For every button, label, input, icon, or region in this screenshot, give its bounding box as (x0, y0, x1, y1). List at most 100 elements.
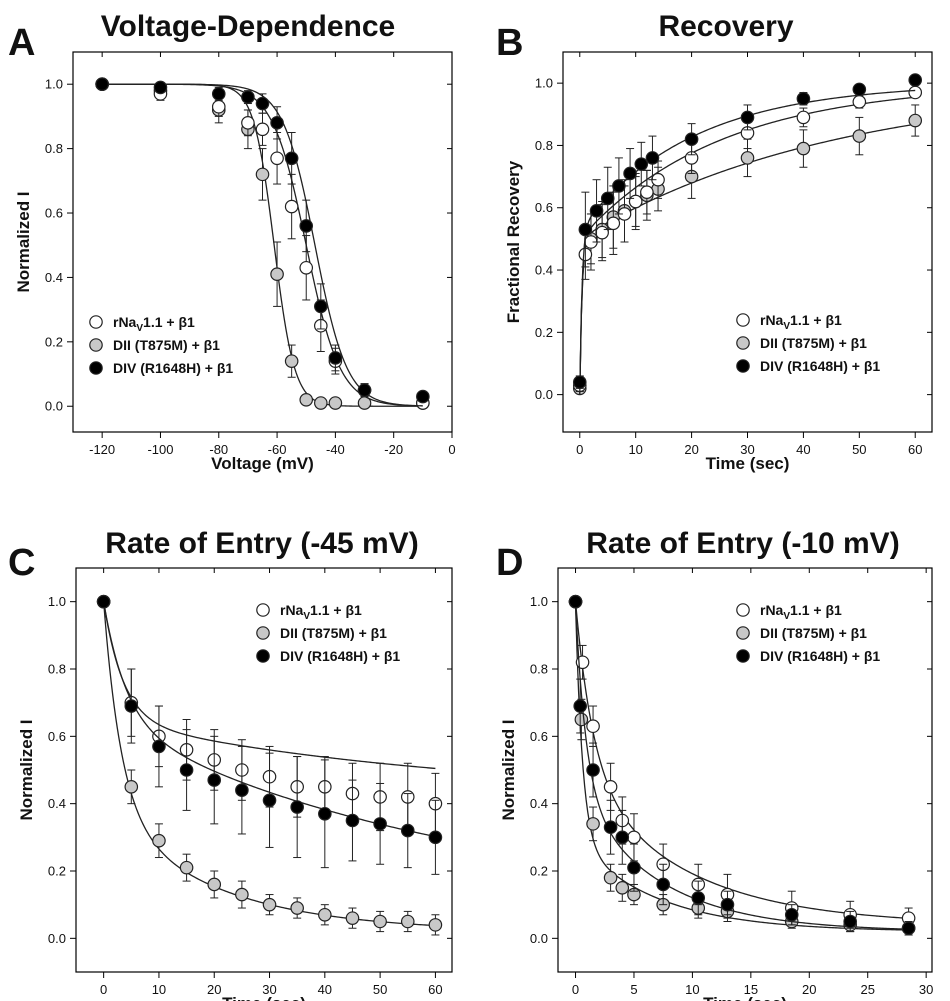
data-point (684, 132, 699, 147)
legend: rNaV1.1 + β1 DII (T875M) + β1 DIV (R1648H)… (256, 602, 400, 664)
x-tick-label: 20 (207, 982, 221, 997)
x-tick-label: 50 (373, 982, 387, 997)
data-point (299, 219, 314, 233)
y-tick-label: 0.4 (530, 796, 548, 811)
legend-marker (256, 649, 270, 663)
legend-marker (736, 649, 750, 663)
data-point (843, 914, 857, 929)
data-point (328, 351, 343, 365)
data-point (740, 110, 755, 125)
panel-letter: A (8, 22, 35, 64)
data-point (623, 166, 637, 181)
x-tick-label: 0 (448, 442, 455, 457)
legend-marker (256, 626, 270, 640)
x-tick-label: -60 (268, 442, 287, 457)
y-tick-label: 0.0 (45, 399, 63, 414)
legend-label: DII (T875M) + β1 (113, 337, 220, 353)
y-tick-label: 0.6 (535, 200, 553, 215)
data-point (568, 594, 583, 609)
x-tick-label: 50 (852, 442, 866, 457)
data-point (290, 800, 304, 814)
legend-marker (736, 603, 750, 617)
legend-label: DIV (R1648H) + β1 (760, 648, 880, 664)
x-tick-label: 30 (919, 982, 933, 997)
data-point (908, 85, 923, 100)
legend: rNaV1.1 + β1 DII (T875M) + β1 DIV (R1648H)… (736, 602, 880, 664)
y-tick-label: 1.0 (45, 77, 63, 92)
data-point (612, 179, 626, 193)
x-tick-label: 60 (428, 982, 442, 997)
data-point (153, 80, 168, 95)
panel-title: Rate of Entry (-45 mV) (105, 527, 418, 560)
data-point (574, 712, 589, 727)
data-point (255, 122, 270, 137)
x-tick-label: 20 (802, 982, 816, 997)
panel-title: Rate of Entry (-10 mV) (586, 527, 899, 560)
y-tick-label: 1.0 (535, 76, 553, 91)
data-point (124, 780, 139, 794)
data-point (589, 204, 604, 218)
data-point (615, 881, 630, 895)
legend-label: DIV (R1648H) + β1 (760, 358, 880, 374)
data-point (290, 901, 304, 915)
data-point (852, 82, 867, 97)
data-point (179, 763, 194, 777)
y-tick-label: 0.2 (45, 334, 63, 349)
data-point (656, 877, 670, 892)
data-point (299, 260, 314, 275)
panel-letter: B (496, 22, 523, 64)
x-tick-label: 5 (630, 982, 637, 997)
data-point (211, 87, 226, 101)
data-point (152, 833, 166, 848)
data-point (328, 396, 343, 410)
data-point (270, 116, 284, 130)
legend-label: DII (T875M) + β1 (280, 625, 387, 641)
y-tick-label: 0.8 (45, 141, 63, 156)
panel-title: Recovery (658, 10, 793, 43)
data-point (586, 763, 600, 777)
y-tick-label: 0.0 (530, 931, 548, 946)
data-point (796, 141, 811, 156)
data-point (400, 914, 415, 929)
y-tick-label: 1.0 (530, 594, 548, 609)
series-r1648h (572, 73, 923, 395)
data-point (600, 191, 615, 206)
data-point (645, 151, 660, 165)
data-point (284, 199, 299, 214)
data-point (416, 389, 430, 404)
data-point (606, 216, 621, 231)
panel-a: A Voltage-Dependence 0.0 0.2 0.4 0.6 0.8 1.0 -12… (8, 10, 456, 473)
y-tick-label: 0.4 (535, 263, 553, 278)
x-axis-title: Time (sec) (706, 454, 790, 473)
data-point (314, 396, 328, 410)
y-axis-title: Normalized I (499, 719, 518, 820)
data-point (284, 354, 299, 368)
y-tick-label: 0.4 (45, 270, 63, 285)
x-tick-label: 30 (740, 442, 754, 457)
y-tick-label: 0.8 (535, 138, 553, 153)
y-axis-title: Fractional Recovery (504, 160, 523, 323)
data-point (318, 907, 332, 922)
series-r1648h (95, 77, 430, 407)
x-tick-label: 40 (796, 442, 810, 457)
y-tick-label: 0.6 (530, 729, 548, 744)
data-point (908, 73, 923, 87)
panel-b: B Recovery 0.0 0.2 0.4 0.6 0.8 1.0 0 10 20 30 40 50 60… (496, 10, 933, 473)
legend-label: DII (T875M) + β1 (760, 335, 867, 351)
data-point (255, 167, 270, 182)
data-point (586, 817, 600, 831)
data-point (207, 877, 222, 892)
x-tick-label: 0 (576, 442, 583, 457)
x-tick-label: 0 (100, 982, 107, 997)
data-point (179, 860, 194, 875)
y-tick-label: 0.8 (48, 662, 66, 677)
plot-frame (75, 567, 453, 973)
data-point (314, 299, 328, 314)
data-point (152, 739, 166, 754)
x-tick-label: -100 (147, 442, 173, 457)
data-point (572, 375, 587, 389)
y-tick-label: 0.6 (48, 729, 66, 744)
data-point (634, 157, 649, 171)
data-point (262, 897, 277, 912)
legend-marker (89, 315, 103, 329)
